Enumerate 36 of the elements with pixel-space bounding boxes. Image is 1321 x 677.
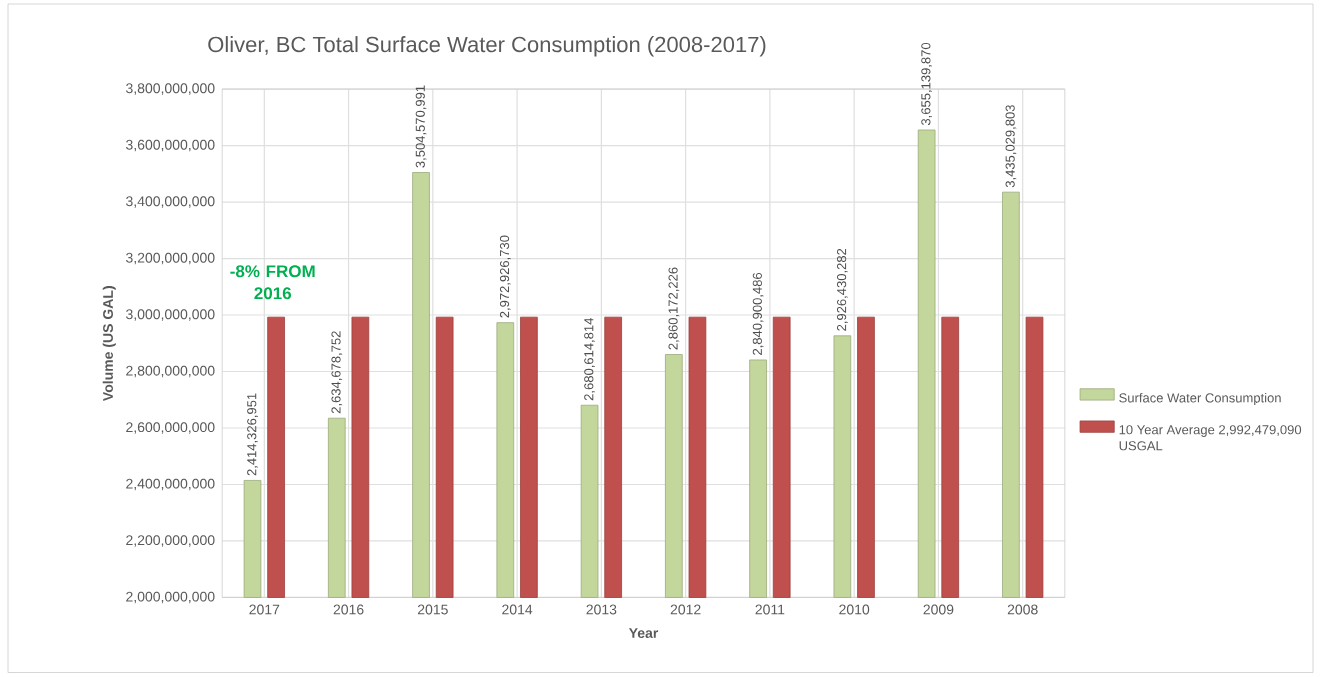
y-axis-title: Volume (US GAL) [102,286,116,402]
data-label: 3,655,139,870 [921,43,933,126]
data-label: 2,414,326,951 [247,393,258,476]
x-tick-label: 2008 [1007,604,1038,615]
x-tick-label: 2009 [923,604,954,615]
y-tick-label: 2,200,000,000 [126,535,215,547]
data-label: 3,504,570,991 [415,85,427,168]
data-label: 2,860,172,226 [668,267,680,350]
data-label: 2,634,678,752 [331,331,343,414]
chart-title: Oliver, BC Total Surface Water Consumption (2008-2017) [208,36,766,57]
data-label: 3,435,029,803 [1005,105,1017,188]
y-tick-label: 3,400,000,000 [126,196,215,209]
y-tick-label: 2,600,000,000 [126,422,215,435]
y-tick-label: 3,600,000,000 [126,140,215,152]
x-tick-label: 2015 [417,604,448,615]
y-tick-label: 2,800,000,000 [126,365,215,378]
y-tick-label: 2,400,000,000 [126,478,215,491]
x-tick-label: 2016 [333,604,364,615]
legend-label: Surface Water Consumption [1119,393,1281,406]
legend-label: 10 Year Average 2,992,479,090 USGAL [1119,425,1302,451]
annotation: -8% FROM 2016 [230,265,315,300]
data-label: 2,840,900,486 [752,273,764,356]
x-tick-label: 2012 [670,604,701,615]
x-tick-label: 2017 [249,604,280,615]
y-tick-label: 3,200,000,000 [126,253,215,265]
y-tick-label: 3,800,000,000 [126,83,215,96]
y-tick-label: 3,000,000,000 [126,309,215,322]
x-tick-label: 2014 [502,604,533,615]
x-axis-title: Year [628,628,659,639]
data-label: 2,972,926,730 [499,235,511,318]
data-label: 2,926,430,282 [837,249,848,331]
x-tick-label: 2010 [839,604,870,615]
x-tick-label: 2013 [586,604,617,615]
data-label: 2,680,614,814 [584,318,595,401]
x-tick-label: 2011 [755,604,785,615]
y-tick-label: 2,000,000,000 [126,591,215,604]
